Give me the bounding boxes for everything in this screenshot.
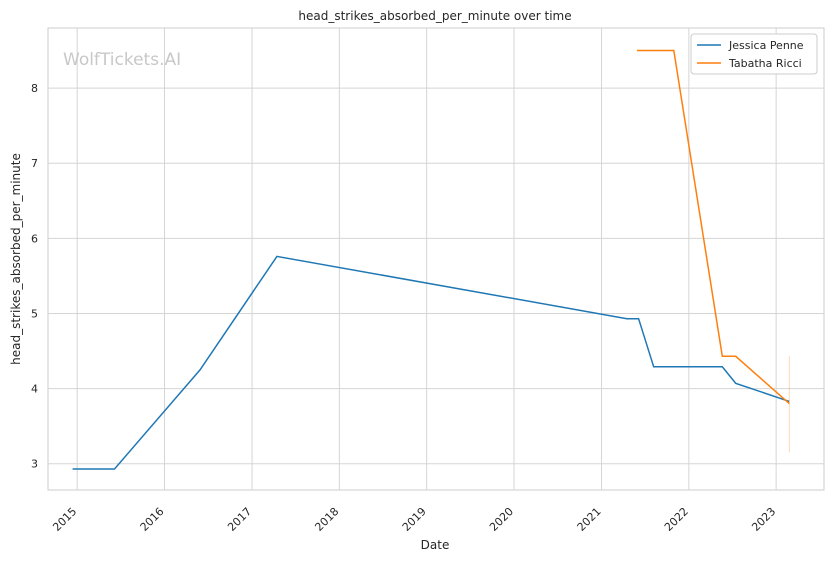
series-layer [72, 49, 790, 470]
y-tick-label: 5 [31, 307, 38, 320]
y-tick-labels: 3 4 5 6 7 8 [31, 82, 38, 471]
legend-label: Jessica Penne [728, 39, 804, 52]
series-line-1 [636, 49, 790, 405]
x-tick-label: 2023 [749, 505, 778, 534]
y-tick-label: 7 [31, 157, 38, 170]
y-axis-label: head_strikes_absorbed_per_minute [9, 153, 23, 365]
y-tick-label: 4 [31, 383, 38, 396]
x-tick-label: 2021 [575, 505, 604, 534]
series-line-0 [72, 255, 790, 470]
x-tick-labels: 2015 2016 2017 2018 2019 2020 2021 2022 2023 [50, 505, 778, 534]
x-axis-label: Date [421, 538, 450, 552]
x-tick-label: 2022 [662, 505, 691, 534]
y-tick-label: 8 [31, 82, 38, 95]
x-tick-label: 2016 [138, 505, 167, 534]
legend-box [690, 33, 818, 75]
x-tick-label: 2019 [400, 505, 429, 534]
legend-label: Tabatha Ricci [728, 57, 802, 70]
grid-lines [48, 28, 824, 490]
chart-title: head_strikes_absorbed_per_minute over ti… [298, 9, 571, 23]
y-tick-label: 3 [31, 458, 38, 471]
plot-area [47, 27, 825, 491]
x-tick-label: 2017 [225, 505, 254, 534]
x-tick-label: 2020 [487, 505, 516, 534]
watermark: WolfTickets.AI [63, 50, 181, 70]
y-tick-label: 6 [31, 232, 38, 245]
legend: Jessica Penne Tabatha Ricci [690, 33, 818, 75]
x-tick-label: 2018 [312, 505, 341, 534]
x-tick-label: 2015 [50, 505, 79, 534]
